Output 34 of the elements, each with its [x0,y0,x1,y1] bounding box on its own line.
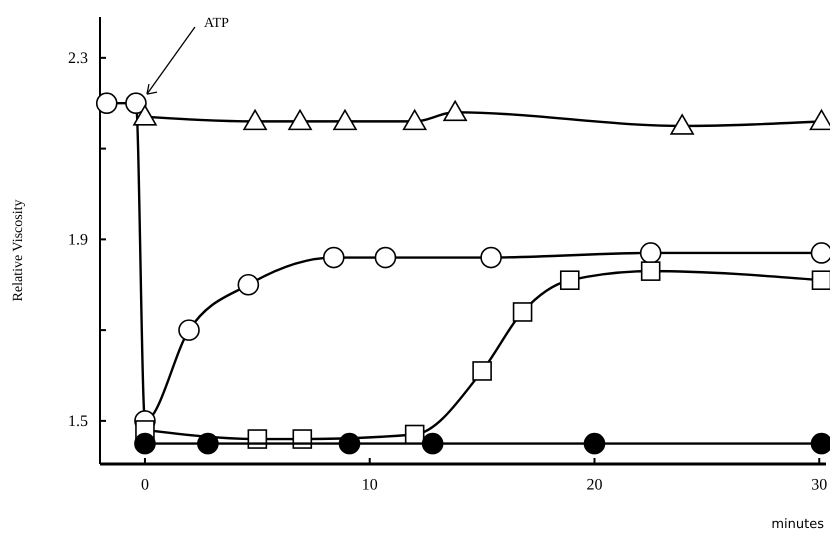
x-tick-label: 10 [362,476,378,494]
point [812,270,830,290]
point [238,274,260,296]
point [178,319,200,341]
point [402,110,426,130]
point [640,261,660,281]
point [322,246,345,268]
point [288,110,312,130]
point [333,110,357,130]
x-tick-label: 0 [140,476,149,494]
point [96,92,118,114]
x-axis-title: minutes [771,517,824,532]
point [125,92,147,114]
point [443,100,467,122]
y-tick-label: 1.9 [68,231,88,248]
point [480,246,502,268]
point [133,105,157,126]
point [584,432,606,454]
point [134,432,156,454]
y-tick-label: 1.5 [68,413,88,430]
point [422,432,444,454]
point [472,361,492,381]
point [560,270,580,290]
x-tick-label: 30 [811,476,828,494]
point [512,302,532,322]
y-tick-label: 2.3 [68,50,88,67]
x-tick-label: 20 [586,476,602,494]
point [338,432,360,454]
y-axis-title: Relative Viscosity [11,200,26,302]
annotation: ATP [204,16,230,31]
point [243,110,267,130]
point [670,114,694,135]
point [197,432,219,454]
point [374,246,396,268]
